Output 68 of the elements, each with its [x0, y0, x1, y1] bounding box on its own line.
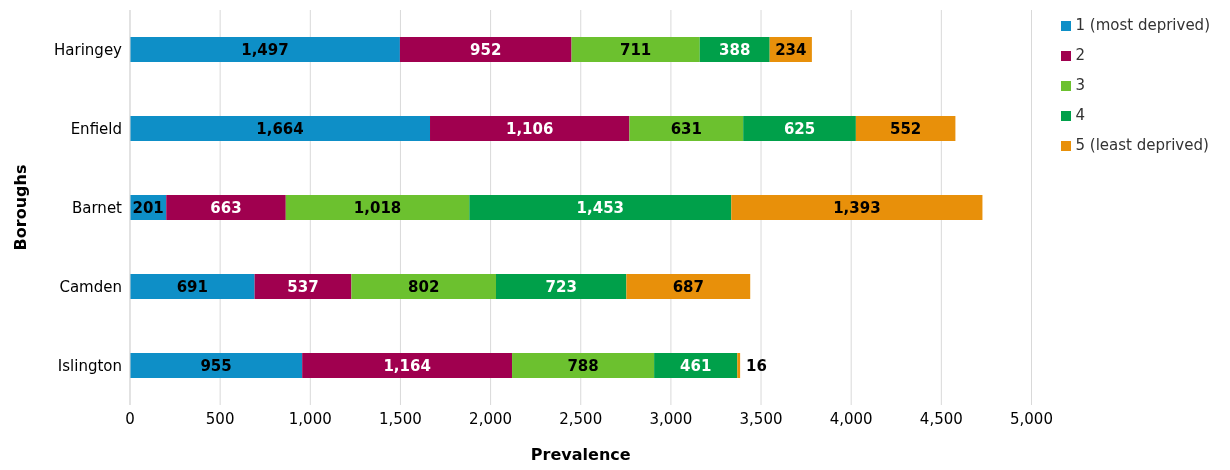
x-tick-label: 1,000: [288, 409, 332, 428]
bar: [737, 353, 741, 378]
bar: [254, 274, 352, 299]
bar: [731, 195, 983, 220]
data-label: 711: [619, 40, 652, 59]
legend-label: 1 (most deprived): [1075, 16, 1210, 34]
legend-label: 5 (least deprived): [1075, 136, 1209, 154]
x-tick-label: 3,000: [649, 409, 693, 428]
bar: [743, 116, 856, 141]
y-tick-label: Camden: [59, 277, 122, 296]
bar: [469, 195, 732, 220]
data-label: 788: [567, 356, 599, 375]
data-label: 1,497: [241, 40, 289, 59]
x-tick-label: 4,500: [919, 409, 963, 428]
data-label: 552: [889, 119, 922, 138]
data-label: 1,393: [833, 198, 881, 217]
data-label: 1,164: [383, 356, 431, 375]
x-tick-label: 3,500: [739, 409, 783, 428]
y-axis-title: Boroughs: [10, 164, 30, 251]
x-tick-label: 500: [205, 409, 235, 428]
data-label: 802: [408, 277, 440, 296]
data-label: 663: [210, 198, 242, 217]
y-tick-label: Haringey: [54, 40, 123, 59]
x-tick-label: 1,500: [378, 409, 422, 428]
bar: [302, 353, 513, 378]
data-label: 1,106: [505, 119, 554, 138]
bar: [629, 116, 744, 141]
data-label: 16: [746, 356, 767, 375]
bar: [626, 274, 751, 299]
bar: [351, 274, 496, 299]
bar: [430, 116, 630, 141]
bar: [496, 274, 627, 299]
x-axis-title: Prevalence: [530, 445, 631, 464]
data-label: 687: [672, 277, 704, 296]
bar: [512, 353, 655, 378]
y-tick-label: Barnet: [71, 198, 123, 217]
x-tick-label: 2,000: [469, 409, 513, 428]
y-tick-label: Enfield: [70, 119, 122, 138]
legend-label: 3: [1075, 76, 1086, 94]
bar: [130, 353, 303, 378]
data-label: 234: [775, 40, 807, 59]
x-tick-label: 4,000: [829, 409, 873, 428]
bar: [130, 274, 255, 299]
bar: [130, 116, 431, 141]
data-label: 461: [680, 356, 712, 375]
legend-label: 2: [1075, 46, 1086, 64]
x-tick-label: 0: [125, 409, 135, 428]
data-label: 1,453: [576, 198, 625, 217]
data-label: 955: [200, 356, 232, 375]
data-label: 388: [719, 40, 751, 59]
data-label: 1,018: [353, 198, 402, 217]
data-label: 631: [670, 119, 702, 138]
x-tick-label: 5,000: [1010, 409, 1053, 428]
data-label: 537: [287, 277, 319, 296]
bar: [285, 195, 470, 220]
bar: [399, 37, 572, 62]
data-label: 625: [783, 119, 816, 138]
y-tick-label: Islington: [57, 356, 122, 375]
data-label: 952: [470, 40, 502, 59]
data-label: 1,664: [256, 119, 304, 138]
x-tick-label: 2,500: [559, 409, 603, 428]
bar: [166, 195, 286, 220]
data-label: 691: [176, 277, 208, 296]
bar: [130, 37, 400, 62]
data-label: 201: [132, 198, 164, 217]
bar: [571, 37, 700, 62]
data-label: 723: [545, 277, 577, 296]
legend-label: 4: [1075, 106, 1086, 124]
